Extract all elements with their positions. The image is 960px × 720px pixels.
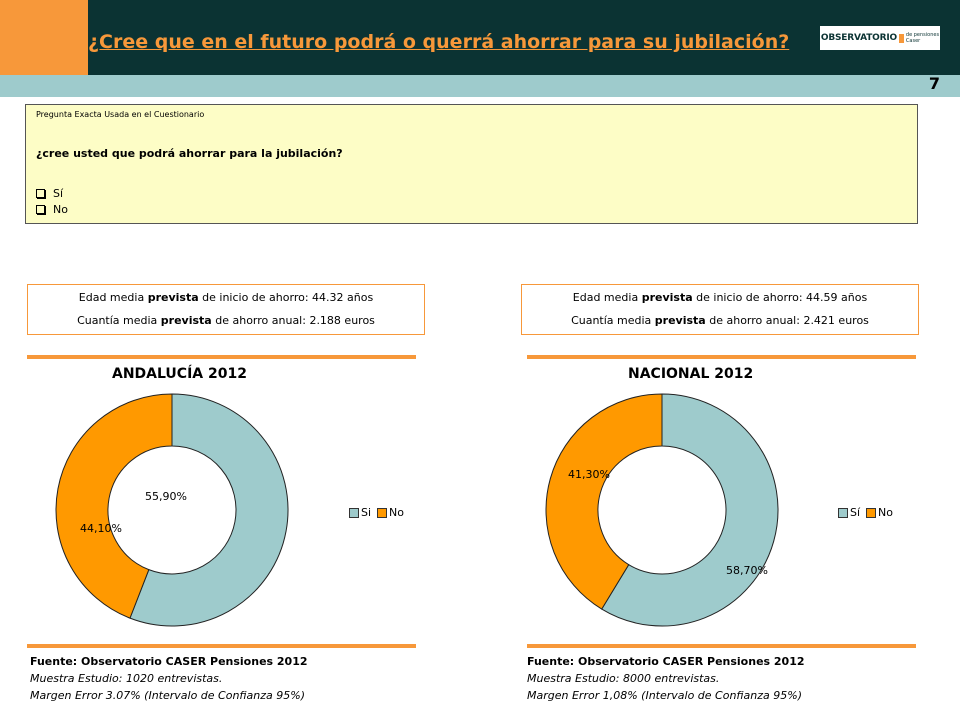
stat-amount-line: Cuantía media prevista de ahorro anual: … [571,314,869,327]
question-box: Pregunta Exacta Usada en el Cuestionario… [25,104,918,224]
donut-slice-no [545,393,663,610]
divider-bottom-left [27,644,416,648]
legend-swatch [838,507,848,518]
legend-swatch [377,507,388,518]
sample-line: Muestra Estudio: 8000 entrevistas. [527,672,720,685]
donut-slice-si [129,393,289,627]
subheader-band [0,75,960,97]
donut-slice-s [601,393,779,627]
stats-box-andalucia: Edad media prevista de inicio de ahorro:… [27,284,425,335]
logo-text: OBSERVATORIO [820,33,897,43]
divider-top-right [527,355,916,359]
question-label: Pregunta Exacta Usada en el Cuestionario [36,110,205,119]
checkbox-icon [36,205,45,214]
option-label: No [53,203,68,216]
data-label: 55,90% [145,490,187,503]
source-nacional: Fuente: Observatorio CASER Pensiones 201… [527,653,805,704]
source-line: Fuente: Observatorio CASER Pensiones 201… [30,655,308,668]
legend-item-no: No [377,506,404,519]
stat-age-line: Edad media prevista de inicio de ahorro:… [572,291,868,304]
chart-title-andalucia: ANDALUCÍA 2012 [112,366,247,382]
divider-bottom-right [527,644,916,648]
sample-line: Muestra Estudio: 1020 entrevistas. [30,672,223,685]
header-accent-block [0,0,88,75]
page-number: 7 [928,74,940,93]
option-no: No [36,203,68,216]
donut-slice-no [55,393,173,619]
legend-item-no: No [866,506,893,519]
legend-nacional: Sí No [838,506,899,519]
option-si: Sí [36,187,63,200]
source-andalucia: Fuente: Observatorio CASER Pensiones 201… [30,653,308,704]
observatorio-logo: OBSERVATORIO de pensiones Caser [820,26,940,50]
error-line: Margen Error 3.07% (Intervalo de Confian… [30,689,305,702]
data-label: 41,30% [568,468,610,481]
legend-andalucia: Si No [349,506,410,519]
logo-subtext-2: Caser [905,38,921,44]
header-bar [88,0,960,75]
logo-subtext-1: de pensiones [905,32,940,38]
data-label: 58,70% [726,564,768,577]
legend-swatch [349,507,359,518]
legend-swatch [866,507,877,518]
logo-mark-icon [898,33,904,43]
divider-top-left [27,355,416,359]
stat-age-line: Edad media prevista de inicio de ahorro:… [78,291,374,304]
stat-amount-line: Cuantía media prevista de ahorro anual: … [77,314,375,327]
data-label: 44,10% [80,522,122,535]
option-label: Sí [53,187,64,200]
donut-chart-andalucia: 55,90% 44,10% [55,393,289,627]
donut-chart-nacional: 58,70% 41,30% [545,393,779,627]
source-line: Fuente: Observatorio CASER Pensiones 201… [527,655,805,668]
checkbox-icon [36,189,45,198]
stats-box-nacional: Edad media prevista de inicio de ahorro:… [521,284,919,335]
legend-item-si: Sí [838,506,860,519]
question-text: ¿cree usted que podrá ahorrar para la ju… [36,147,343,160]
error-line: Margen Error 1,08% (Intervalo de Confian… [527,689,802,702]
legend-item-si: Si [349,506,371,519]
page-title: ¿Cree que en el futuro podrá o querrá ah… [88,31,790,53]
chart-title-nacional: NACIONAL 2012 [628,366,754,382]
